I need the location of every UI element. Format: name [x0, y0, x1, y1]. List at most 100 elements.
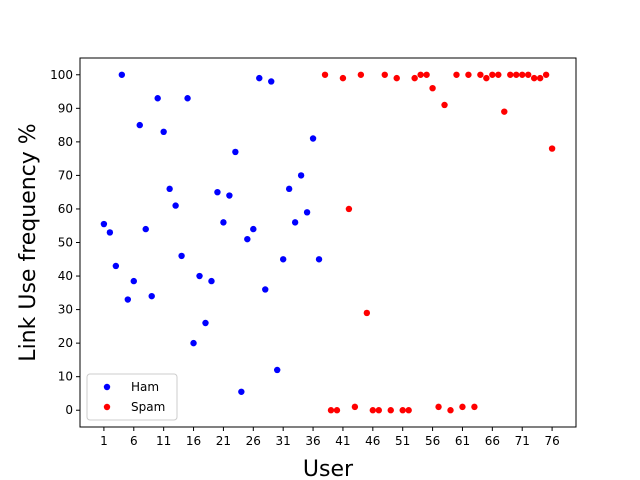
ham-point — [142, 225, 149, 233]
spam-point — [465, 71, 472, 78]
ham-point — [256, 74, 263, 82]
y-tick-label: 80 — [58, 135, 73, 149]
plot-frame — [79, 57, 577, 428]
spam-point — [459, 403, 466, 411]
x-tick-label: 16 — [186, 434, 201, 448]
spam-point — [363, 309, 371, 317]
spam-point — [435, 403, 442, 411]
legend-label-spam: Spam — [131, 400, 165, 414]
x-tick-label: 36 — [305, 434, 320, 448]
y-axis-label: Link Use frequency % — [16, 123, 41, 361]
spam-point — [530, 74, 538, 82]
spam-point — [375, 407, 382, 414]
ham-point — [172, 202, 179, 209]
spam-point — [399, 407, 406, 414]
y-tick-label: 0 — [65, 403, 73, 417]
y-tick-label: 40 — [58, 269, 73, 283]
x-tick-label: 11 — [156, 434, 171, 448]
spam-point — [542, 71, 550, 78]
spam-point — [357, 71, 365, 78]
ham-point — [178, 252, 185, 260]
ham-point — [279, 256, 287, 263]
x-axis-label: User — [303, 457, 354, 480]
x-tick-label: 51 — [395, 434, 410, 448]
spam-point — [387, 407, 394, 414]
spam-point — [519, 71, 526, 78]
ham-point — [238, 388, 245, 395]
legend: Ham Spam — [86, 373, 178, 421]
ham-point — [124, 296, 132, 303]
spam-point — [483, 74, 490, 82]
x-tick-label: 1 — [100, 434, 108, 448]
ham-point — [291, 219, 299, 226]
spam-point — [501, 108, 508, 115]
x-tick-label: 6 — [130, 434, 138, 448]
spam-point — [471, 403, 478, 411]
x-tick-label: 66 — [485, 434, 500, 448]
x-tick-label: 61 — [455, 434, 470, 448]
ham-point — [208, 277, 215, 285]
x-tick-label: 46 — [365, 434, 380, 448]
spam-point — [333, 407, 341, 414]
spam-point — [513, 71, 520, 78]
x-tick-label: 71 — [515, 434, 530, 448]
spam-point — [477, 71, 484, 78]
ham-point — [166, 185, 173, 193]
ham-point — [112, 262, 120, 270]
ham-point — [130, 277, 137, 285]
spam-point — [453, 71, 460, 78]
spam-point — [411, 74, 418, 82]
spam-point — [548, 145, 556, 152]
y-tick-label: 10 — [58, 370, 73, 384]
spam-point — [441, 101, 448, 109]
spam-point — [405, 407, 412, 414]
ham-point — [160, 128, 167, 135]
spam-point — [447, 407, 454, 414]
ham-point — [250, 225, 257, 233]
spam-point — [327, 407, 335, 414]
y-tick-label: 70 — [58, 168, 73, 182]
spam-point — [423, 71, 430, 78]
ham-point — [285, 185, 293, 193]
ham-point — [190, 339, 197, 347]
spam-point — [524, 71, 532, 78]
y-tick-label: 30 — [58, 303, 73, 317]
x-tick-label: 41 — [335, 434, 350, 448]
ham-point — [106, 229, 114, 236]
ham-point — [274, 366, 281, 374]
ham-point — [136, 121, 143, 129]
legend-label-ham: Ham — [131, 380, 159, 394]
spam-point — [536, 74, 544, 82]
ham-point — [303, 209, 311, 216]
spam-point — [381, 71, 388, 78]
ham-point — [118, 71, 126, 78]
x-tick-label: 21 — [216, 434, 231, 448]
ham-point — [148, 292, 155, 300]
ham-point — [232, 148, 239, 156]
ham-point — [196, 272, 203, 280]
spam-point — [429, 84, 436, 92]
spam-point — [495, 71, 502, 78]
data-points — [100, 71, 556, 414]
ham-point — [297, 172, 305, 179]
y-tick-label: 60 — [58, 202, 73, 216]
ham-point — [268, 78, 275, 85]
y-tick-label: 100 — [50, 68, 73, 82]
ham-point — [262, 286, 269, 293]
ham-point — [202, 319, 209, 327]
axis-ticks: 1 6 11 16 21 26 31 36 41 46 51 56 61 66 71 760102030405… — [50, 68, 560, 448]
ham-point — [244, 235, 251, 243]
x-tick-label: 31 — [276, 434, 291, 448]
ham-point — [154, 95, 161, 102]
ham-point — [184, 95, 191, 102]
x-tick-label: 56 — [425, 434, 440, 448]
spam-point — [393, 74, 400, 82]
legend-marker-ham — [103, 383, 111, 391]
ham-point — [309, 135, 317, 142]
ham-point — [220, 219, 227, 226]
spam-point — [507, 71, 514, 78]
ham-point — [226, 192, 233, 199]
legend-marker-spam — [103, 403, 111, 411]
